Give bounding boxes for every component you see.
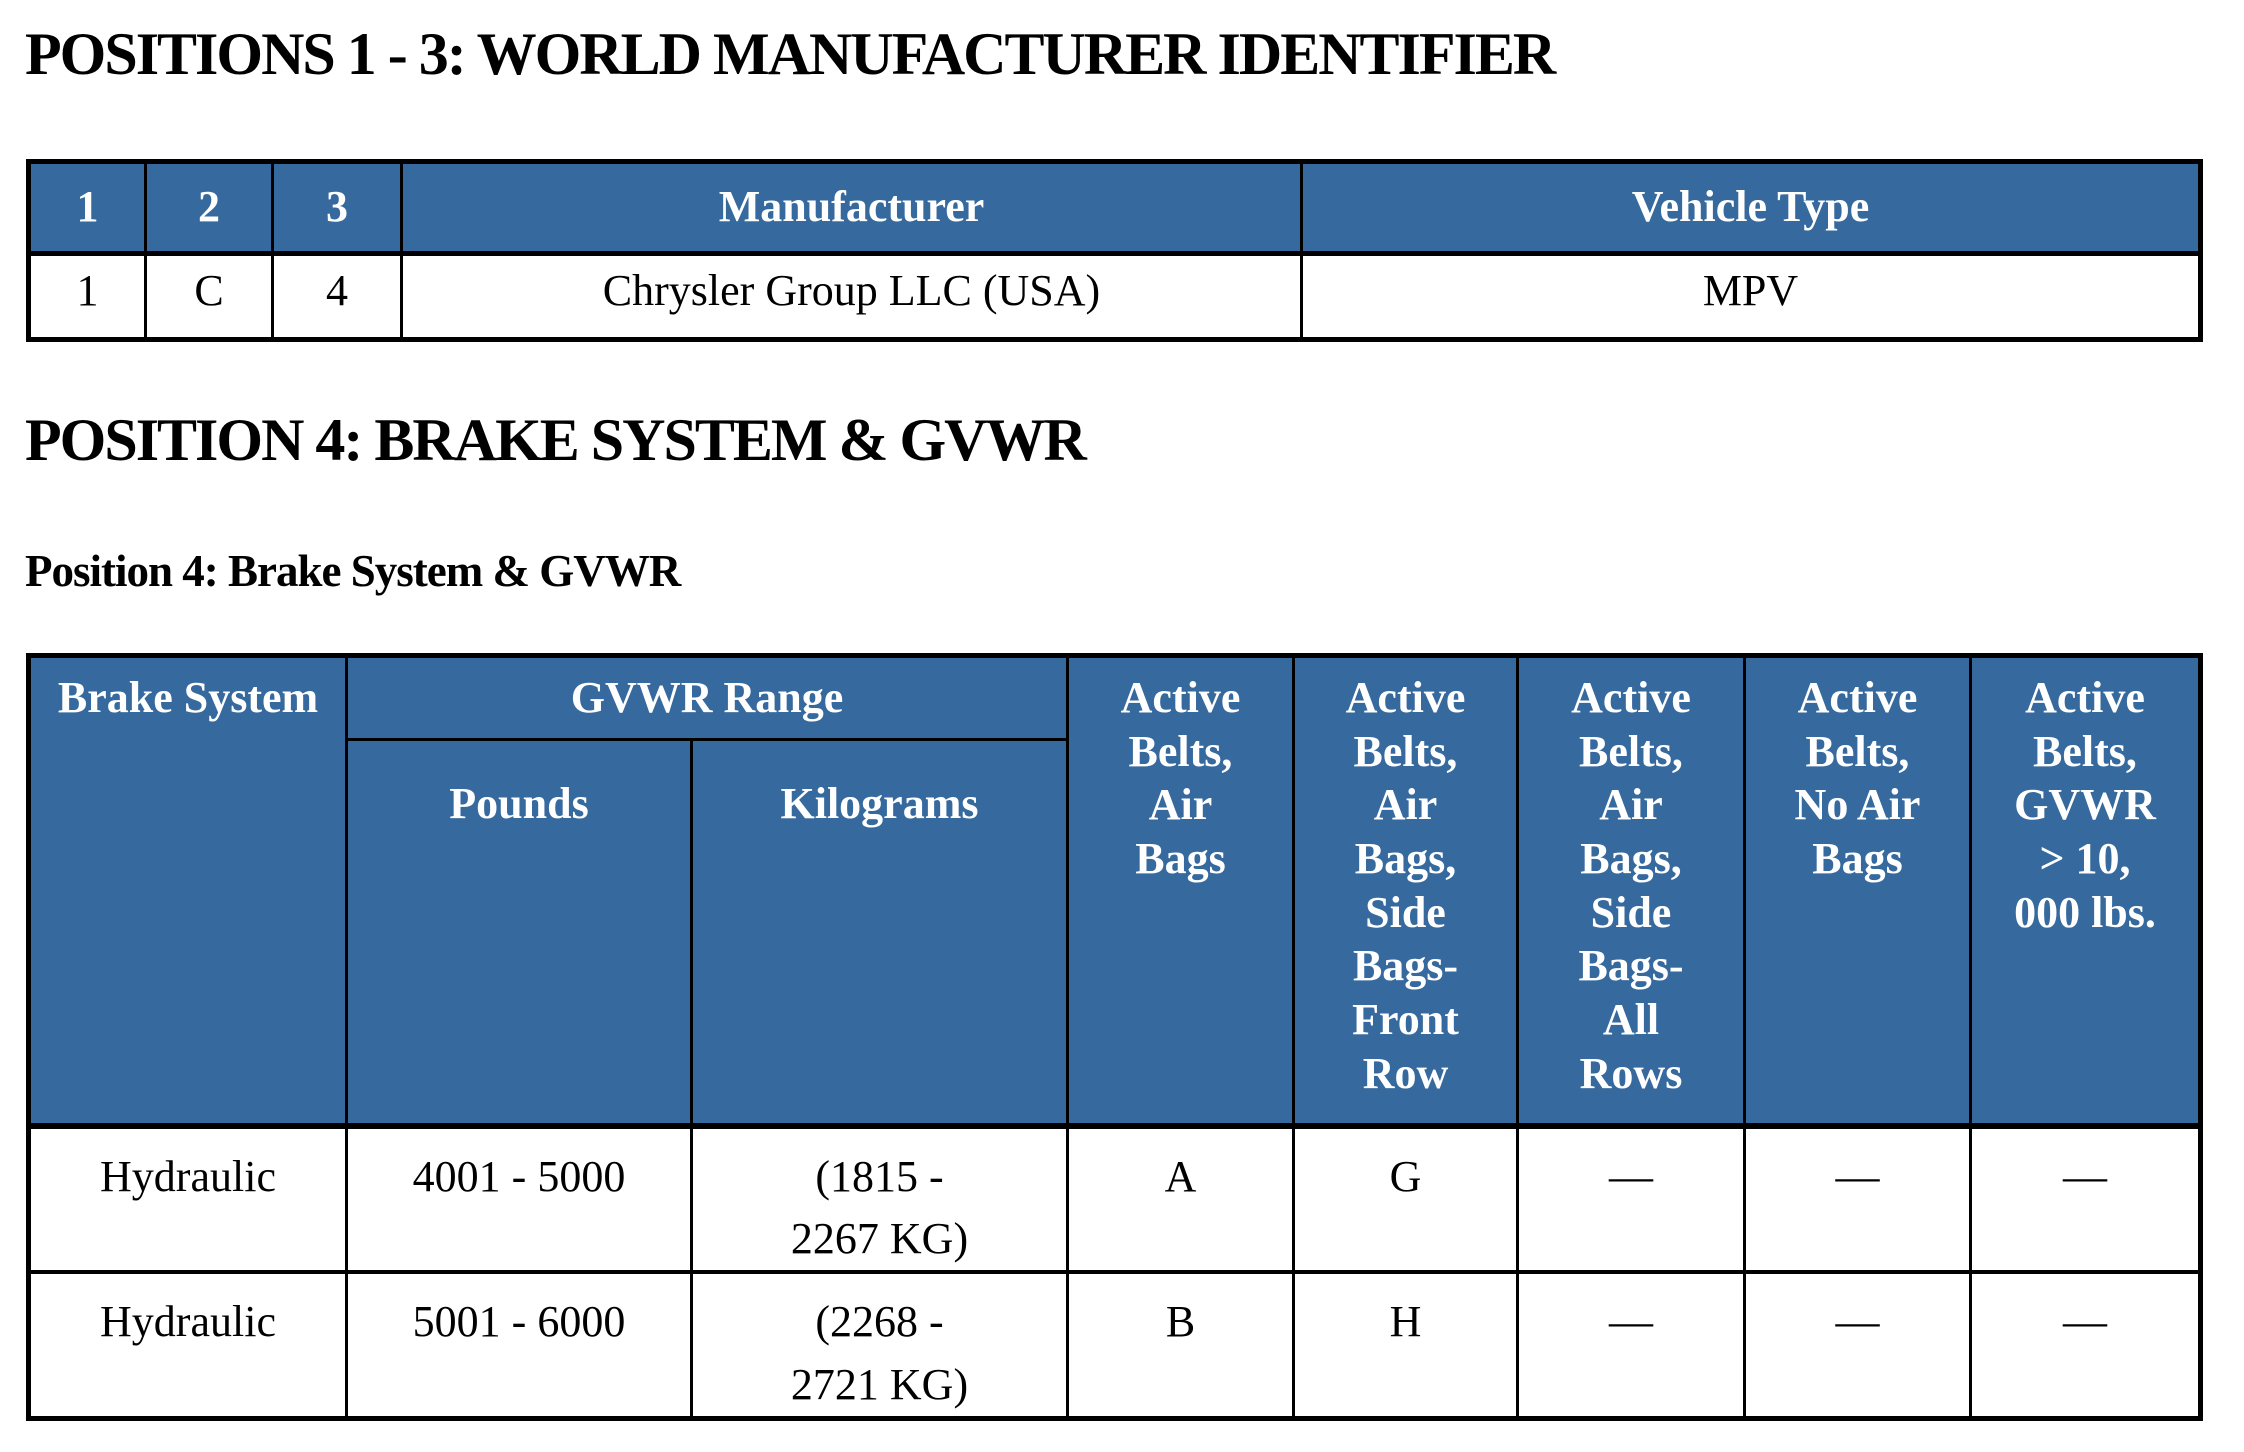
brake-col-header-active-belts-air-bags-side-front: Active Belts, Air Bags, Side Bags- Front… bbox=[1292, 654, 1519, 1127]
brake-col-header-brake-system: Brake System bbox=[27, 654, 348, 1127]
wmi-cell-vehicle-type: MPV bbox=[1300, 251, 2202, 341]
wmi-table: 1 2 3 Manufacturer Vehicle Type 1 C 4 Ch… bbox=[26, 159, 2203, 342]
brake-col-header-gvwr-range: GVWR Range bbox=[345, 654, 1069, 741]
heading-world-manufacturer-identifier: POSITIONS 1 - 3: WORLD MANUFACTURER IDEN… bbox=[25, 21, 1556, 87]
subheading-brake-system-gvwr: Position 4: Brake System & GVWR bbox=[25, 546, 681, 596]
brake-cell-brake-system: Hydraulic bbox=[27, 1122, 348, 1274]
brake-table-row: Hydraulic 4001 - 5000 (1815 - 2267 KG) A… bbox=[27, 1122, 2202, 1274]
brake-cell-pounds: 5001 - 6000 bbox=[345, 1270, 693, 1421]
brake-cell-kilograms: (2268 - 2721 KG) bbox=[690, 1270, 1069, 1421]
brake-cell-active-belts-gvwr-over-10000: — bbox=[1969, 1122, 2202, 1274]
brake-cell-kilograms: (1815 - 2267 KG) bbox=[690, 1122, 1069, 1274]
brake-cell-pounds: 4001 - 5000 bbox=[345, 1122, 693, 1274]
brake-cell-active-belts-no-air-bags: — bbox=[1743, 1122, 1972, 1274]
wmi-col-header-1: 1 bbox=[27, 160, 147, 255]
wmi-cell-pos1: 1 bbox=[27, 251, 147, 341]
brake-cell-active-belts-gvwr-over-10000: — bbox=[1969, 1270, 2202, 1421]
brake-col-header-active-belts-no-air-bags: Active Belts, No Air Bags bbox=[1743, 654, 1972, 1127]
brake-table-row: Hydraulic 5001 - 6000 (2268 - 2721 KG) B… bbox=[27, 1270, 2202, 1421]
brake-cell-active-belts-air-bags-side-front: G bbox=[1292, 1122, 1519, 1274]
wmi-table-row: 1 C 4 Chrysler Group LLC (USA) MPV bbox=[27, 251, 2202, 341]
brake-cell-active-belts-air-bags: B bbox=[1066, 1270, 1295, 1421]
wmi-col-header-2: 2 bbox=[144, 160, 274, 255]
brake-header-row-top: Brake System GVWR Range Active Belts, Ai… bbox=[27, 654, 2202, 1127]
brake-col-header-active-belts-gvwr-over-10000: Active Belts, GVWR > 10, 000 lbs. bbox=[1969, 654, 2202, 1127]
brake-col-header-pounds: Pounds bbox=[345, 738, 693, 1127]
brake-header-row-sub: Pounds Kilograms bbox=[29, 738, 2201, 1127]
brake-col-header-kilograms: Kilograms bbox=[690, 738, 1069, 1127]
wmi-col-header-3: 3 bbox=[271, 160, 403, 255]
brake-col-header-active-belts-air-bags-side-all: Active Belts, Air Bags, Side Bags- All R… bbox=[1516, 654, 1746, 1127]
brake-cell-active-belts-air-bags: A bbox=[1066, 1122, 1295, 1274]
wmi-col-header-vehicle-type: Vehicle Type bbox=[1300, 160, 2202, 255]
brake-col-header-active-belts-air-bags: Active Belts, Air Bags bbox=[1066, 654, 1295, 1127]
brake-cell-active-belts-no-air-bags: — bbox=[1743, 1270, 1972, 1421]
brake-cell-active-belts-air-bags-side-all: — bbox=[1516, 1270, 1746, 1421]
wmi-cell-manufacturer: Chrysler Group LLC (USA) bbox=[400, 251, 1303, 341]
heading-brake-system-gvwr: POSITION 4: BRAKE SYSTEM & GVWR bbox=[25, 407, 1087, 473]
brake-cell-active-belts-air-bags-side-front: H bbox=[1292, 1270, 1519, 1421]
wmi-cell-pos3: 4 bbox=[271, 251, 403, 341]
wmi-col-header-manufacturer: Manufacturer bbox=[400, 160, 1303, 255]
brake-cell-active-belts-air-bags-side-all: — bbox=[1516, 1122, 1746, 1274]
wmi-header-row: 1 2 3 Manufacturer Vehicle Type bbox=[27, 160, 2202, 255]
brake-cell-brake-system: Hydraulic bbox=[27, 1270, 348, 1421]
wmi-cell-pos2: C bbox=[144, 251, 274, 341]
brake-system-gvwr-table: Brake System GVWR Range Active Belts, Ai… bbox=[26, 653, 2203, 1422]
